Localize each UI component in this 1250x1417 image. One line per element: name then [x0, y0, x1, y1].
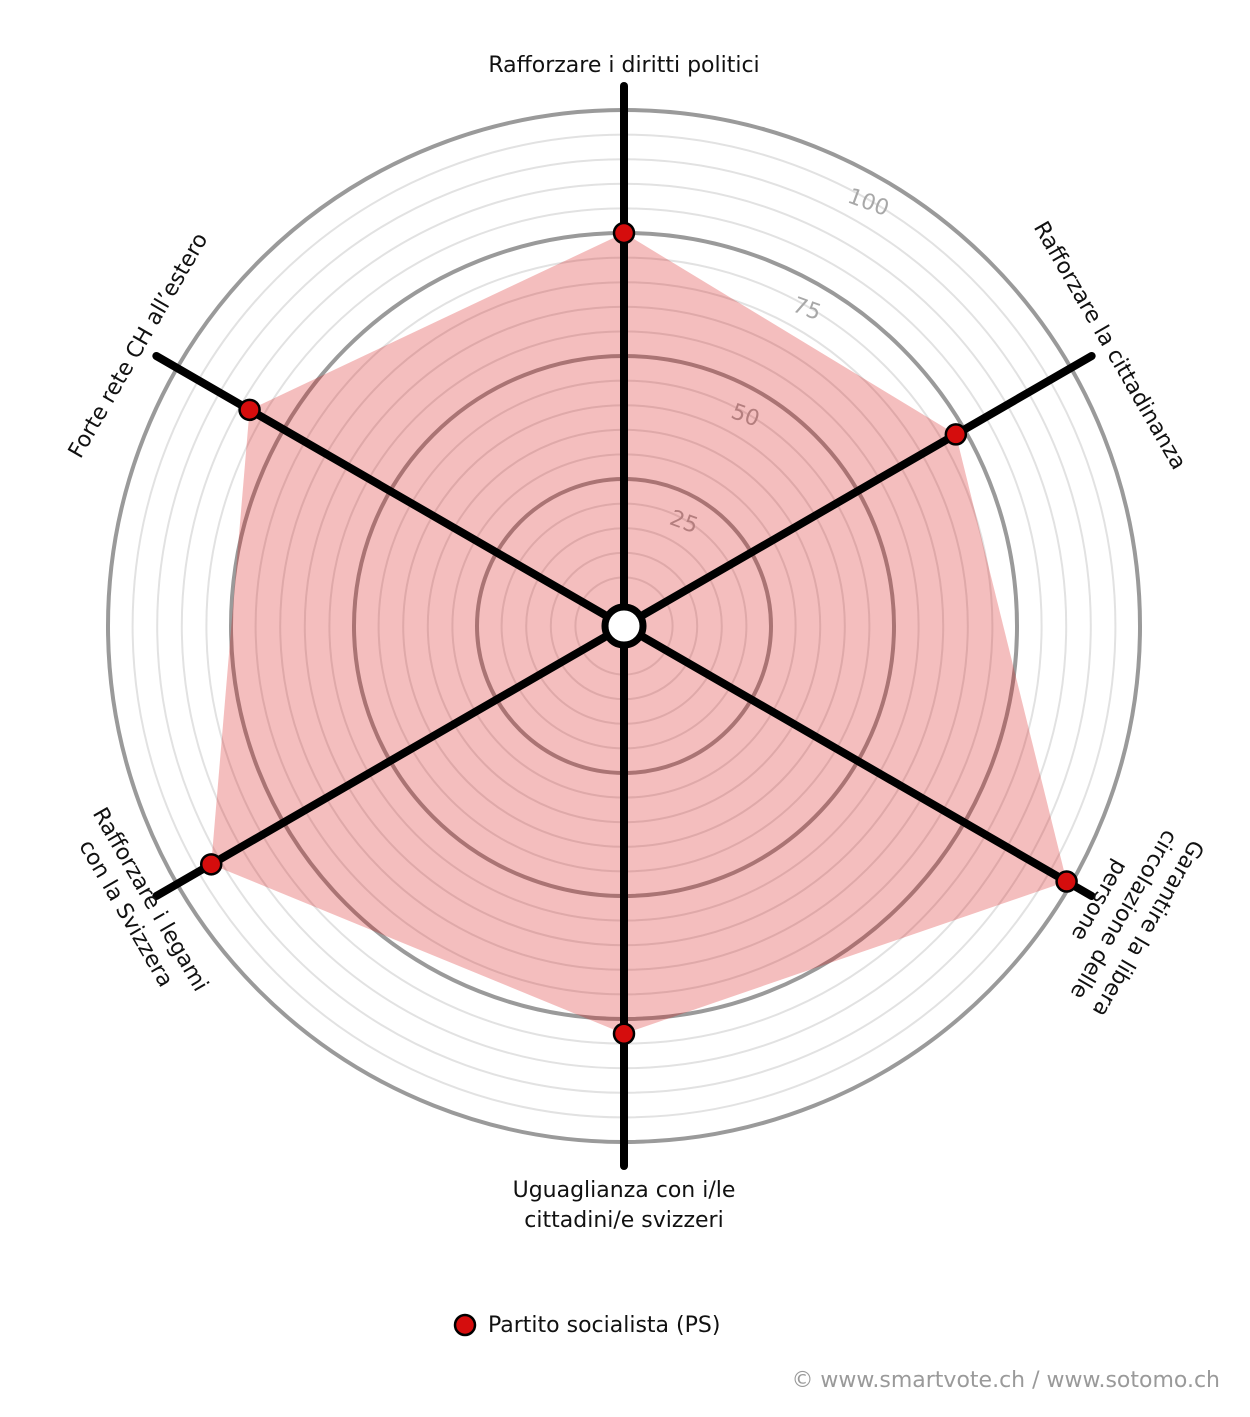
point: [238, 398, 261, 422]
point: [612, 1022, 636, 1046]
point: [944, 423, 968, 446]
center-hub: [601, 603, 647, 649]
point: [199, 853, 223, 876]
axis-label: cittadini/e svizzeri: [524, 1208, 723, 1233]
axis-line: [620, 622, 1096, 900]
r-tick-label: 100: [844, 184, 892, 222]
axis-label: Uguaglianza con i/le: [513, 1178, 736, 1203]
r-tick-label: 75: [789, 293, 824, 326]
axis-label: Rafforzare i diritti politici: [488, 53, 759, 78]
legend-marker: [453, 1313, 477, 1337]
axis-label: Rafforzare la cittadinanza: [1028, 217, 1191, 474]
axis-line: [152, 352, 628, 630]
point: [612, 221, 636, 245]
source: © www.smartvote.ch / www.sotomo.ch: [791, 1368, 1220, 1393]
axis-line: [152, 622, 628, 900]
point: [1055, 870, 1078, 893]
axis-line: [620, 352, 1096, 630]
legend-label: Partito socialista (PS): [488, 1313, 720, 1338]
